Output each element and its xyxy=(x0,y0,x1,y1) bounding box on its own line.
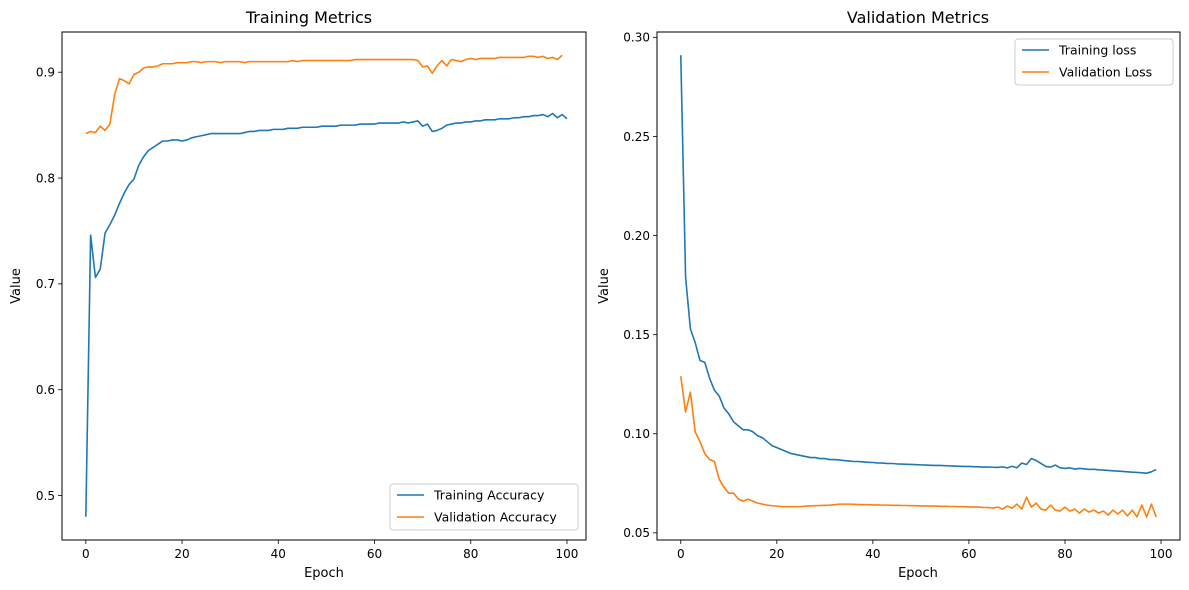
tick-group: 0 20 40 60 80 100 0.5 0.6 0.7 0.8 0.9 xyxy=(36,66,579,561)
legend-label-training-loss: Training loss xyxy=(1058,43,1136,58)
y-tick-label: 0.25 xyxy=(623,130,650,144)
x-tick-label: 0 xyxy=(677,547,685,561)
legend-box xyxy=(1014,38,1174,86)
legend-label-validation-accuracy: Validation Accuracy xyxy=(434,510,557,525)
x-tick-label: 40 xyxy=(865,547,880,561)
y-tick-label: 0.20 xyxy=(623,229,650,243)
series-line-training-accuracy xyxy=(85,112,568,517)
legend-label-validation-loss: Validation Loss xyxy=(1059,65,1152,80)
y-tick-label: 0.9 xyxy=(36,66,55,80)
series-group xyxy=(85,54,568,517)
y-axis-label: Value xyxy=(597,268,612,304)
legend: Training loss Validation Loss xyxy=(1014,38,1174,86)
x-tick-label: 20 xyxy=(174,547,189,561)
y-tick-label: 0.7 xyxy=(36,277,55,291)
x-axis-label: Epoch xyxy=(304,566,344,581)
y-tick-label: 0.5 xyxy=(36,489,55,503)
series-group xyxy=(679,55,1157,518)
x-tick-label: 100 xyxy=(1150,547,1173,561)
legend-label-training-accuracy: Training Accuracy xyxy=(433,488,545,503)
x-tick-label: 40 xyxy=(271,547,286,561)
x-axis-label: Epoch xyxy=(898,566,938,581)
y-tick-label: 0.15 xyxy=(623,328,650,342)
x-tick-label: 80 xyxy=(463,547,478,561)
y-tick-label: 0.30 xyxy=(623,31,650,45)
training-metrics-panel: Training Metrics 0 20 40 60 80 100 0.5 0.6 0.7 0.… xyxy=(9,8,587,581)
chart-title: Training Metrics xyxy=(245,8,372,27)
x-tick-label: 60 xyxy=(961,547,976,561)
series-line-validation-loss xyxy=(679,376,1157,518)
legend-box xyxy=(389,483,579,531)
x-tick-label: 100 xyxy=(556,547,579,561)
legend: Training Accuracy Validation Accuracy xyxy=(389,483,579,531)
validation-metrics-panel: Validation Metrics 0 20 40 60 80 1000.050.100… xyxy=(597,8,1181,581)
x-tick-label: 0 xyxy=(82,547,90,561)
x-tick-label: 20 xyxy=(769,547,784,561)
series-line-validation-accuracy xyxy=(85,54,563,135)
plot-frame xyxy=(656,31,1181,541)
tick-group: 0 20 40 60 80 100 0.05 0.10 0.15 0.20 0.25 0.30 xyxy=(623,31,1172,561)
x-tick-label: 60 xyxy=(367,547,382,561)
y-tick-label: 0.8 xyxy=(36,171,55,185)
y-tick-label: 0.6 xyxy=(36,383,55,397)
plot-frame xyxy=(61,31,587,541)
y-tick-label: 0.10 xyxy=(623,427,650,441)
chart-title: Validation Metrics xyxy=(847,8,989,27)
x-tick-label: 80 xyxy=(1057,547,1072,561)
y-tick-label: 0.05 xyxy=(623,526,650,540)
y-axis-label: Value xyxy=(9,268,24,304)
series-line-training-loss xyxy=(679,55,1157,475)
